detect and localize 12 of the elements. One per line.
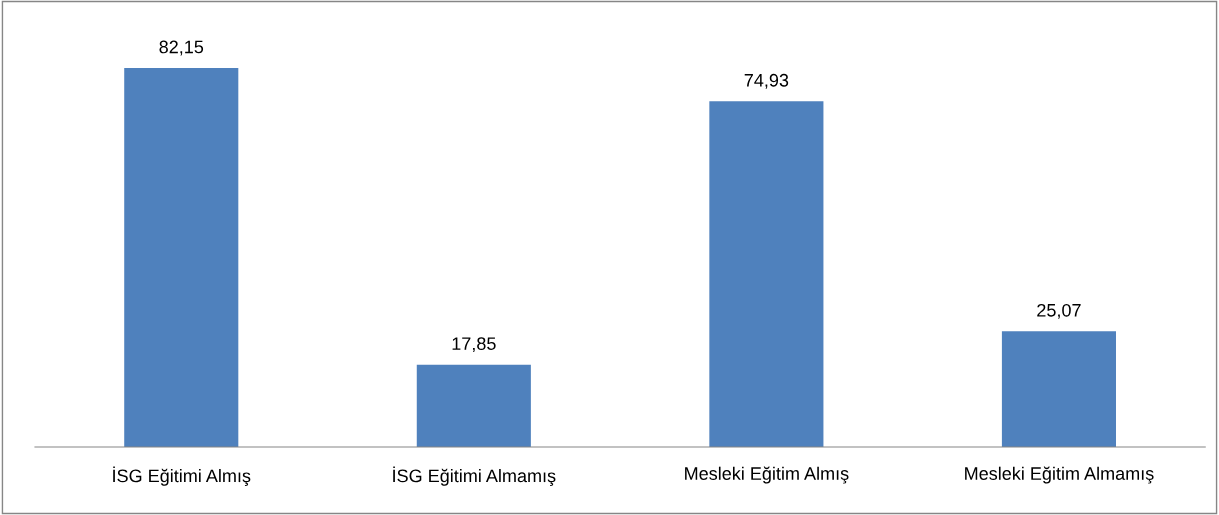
- x-tick-label: İSG Eğitimi Almış: [113, 466, 251, 486]
- data-label: 17,85: [452, 337, 496, 353]
- bar: [1001, 331, 1116, 448]
- data-label: 74,93: [744, 73, 789, 89]
- data-label: 82,15: [159, 40, 204, 56]
- bar: [709, 101, 824, 448]
- x-tick-label: Mesleki Eğitim Almış: [685, 466, 849, 484]
- x-tick-label: İSG Eğitimi Almamış: [393, 466, 556, 486]
- bar: [416, 364, 531, 448]
- data-label: 25,07: [1037, 303, 1081, 319]
- bar: [124, 68, 239, 448]
- x-tick-label: Mesleki Eğitim Almamış: [965, 466, 1154, 484]
